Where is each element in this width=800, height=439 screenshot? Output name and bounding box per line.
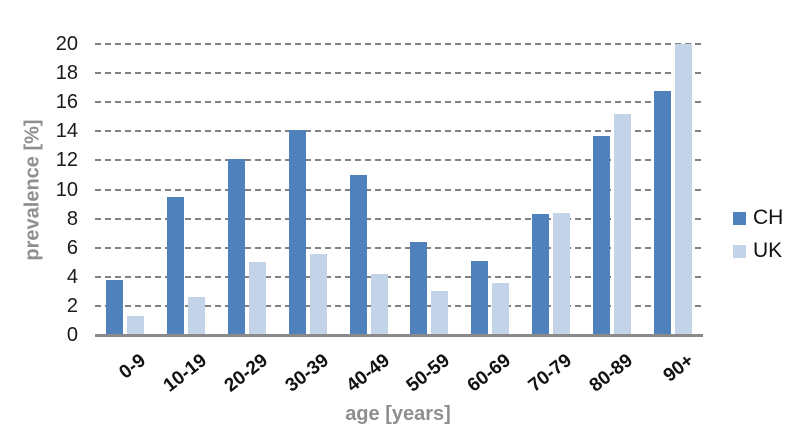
bar-ch-50-59 bbox=[410, 241, 428, 335]
gridline-10 bbox=[95, 188, 703, 191]
y-tick-label-6: 6 bbox=[66, 236, 78, 259]
bar-group-60-69 bbox=[460, 44, 521, 335]
bar-ch-60-69 bbox=[471, 260, 489, 335]
y-tick-label-20: 20 bbox=[55, 33, 78, 55]
legend-label-uk: UK bbox=[753, 239, 783, 262]
bar-uk-80-89 bbox=[613, 113, 631, 335]
gridline-14 bbox=[95, 130, 703, 133]
gridline-8 bbox=[95, 217, 703, 220]
y-tick-label-12: 12 bbox=[55, 149, 78, 172]
x-tick-label-0-9: 0-9 bbox=[115, 350, 151, 384]
bar-uk-70-79 bbox=[552, 212, 570, 335]
x-tick-label-60-69: 60-69 bbox=[463, 350, 516, 397]
bar-group-0-9 bbox=[95, 44, 156, 335]
y-tick-label-4: 4 bbox=[66, 265, 78, 288]
bar-ch-80-89 bbox=[592, 135, 610, 335]
x-axis-title: age [years] bbox=[345, 403, 451, 425]
x-tick-label-40-49: 40-49 bbox=[342, 350, 394, 397]
bar-ch-10-19 bbox=[167, 196, 185, 335]
legend-item-ch: CH bbox=[733, 206, 783, 230]
bar-ch-70-79 bbox=[531, 214, 549, 335]
bar-uk-0-9 bbox=[127, 316, 145, 335]
bar-uk-40-49 bbox=[370, 273, 388, 335]
bar-ch-30-39 bbox=[288, 129, 306, 335]
bar-group-10-19 bbox=[156, 44, 217, 335]
bar-ch-90+ bbox=[653, 90, 671, 335]
bar-ch-20-29 bbox=[227, 158, 245, 335]
bar-ch-40-49 bbox=[349, 174, 367, 335]
gridline-2 bbox=[95, 304, 703, 307]
x-tick-label-90+: 90+ bbox=[659, 350, 698, 387]
y-tick-label-14: 14 bbox=[55, 120, 78, 143]
bar-group-20-29 bbox=[217, 44, 278, 335]
bar-uk-10-19 bbox=[188, 297, 206, 335]
bar-uk-60-69 bbox=[492, 282, 510, 335]
gridline-12 bbox=[95, 159, 703, 162]
plot-area bbox=[95, 43, 703, 337]
y-tick-label-2: 2 bbox=[66, 294, 78, 317]
bar-group-30-39 bbox=[277, 44, 338, 335]
bar-series bbox=[95, 44, 703, 335]
legend-item-uk: UK bbox=[733, 239, 783, 263]
x-tick-label-50-59: 50-59 bbox=[403, 350, 455, 397]
y-tick-label-16: 16 bbox=[55, 91, 78, 114]
bar-uk-50-59 bbox=[431, 291, 449, 335]
legend-swatch-uk bbox=[733, 244, 746, 258]
legend-label-ch: CH bbox=[753, 206, 784, 229]
legend: CH UK bbox=[733, 206, 783, 272]
x-axis-tick-labels: 0-9 10-19 20-29 30-39 40-49 50-59 60-69 70-79 80… bbox=[95, 338, 703, 398]
bar-uk-90+ bbox=[674, 44, 692, 335]
x-tick-label-30-39: 30-39 bbox=[281, 350, 333, 397]
bar-group-80-89 bbox=[581, 44, 642, 335]
legend-swatch-ch bbox=[733, 211, 746, 225]
bar-group-40-49 bbox=[338, 44, 399, 335]
y-tick-label-10: 10 bbox=[55, 178, 78, 201]
gridline-18 bbox=[95, 72, 703, 75]
bar-uk-30-39 bbox=[309, 253, 327, 335]
x-tick-label-70-79: 70-79 bbox=[524, 350, 576, 397]
bar-group-50-59 bbox=[399, 44, 460, 335]
x-tick-label-80-89: 80-89 bbox=[585, 350, 637, 397]
gridline-6 bbox=[95, 246, 703, 249]
x-tick-label-20-29: 20-29 bbox=[220, 350, 272, 397]
bar-ch-0-9 bbox=[106, 279, 124, 335]
gridline-16 bbox=[95, 101, 703, 104]
bar-group-70-79 bbox=[521, 44, 582, 335]
bar-group-90+ bbox=[642, 44, 703, 335]
bar-uk-20-29 bbox=[248, 262, 266, 335]
gridline-20 bbox=[95, 43, 703, 45]
y-tick-label-18: 18 bbox=[55, 62, 78, 85]
y-tick-label-8: 8 bbox=[66, 207, 78, 230]
y-axis-tick-labels: 0 2 4 6 8 10 12 14 16 18 20 bbox=[0, 33, 84, 346]
x-axis-line bbox=[95, 334, 703, 337]
gridline-4 bbox=[95, 275, 703, 278]
x-tick-label-10-19: 10-19 bbox=[159, 350, 212, 397]
y-tick-label-0: 0 bbox=[66, 324, 78, 346]
